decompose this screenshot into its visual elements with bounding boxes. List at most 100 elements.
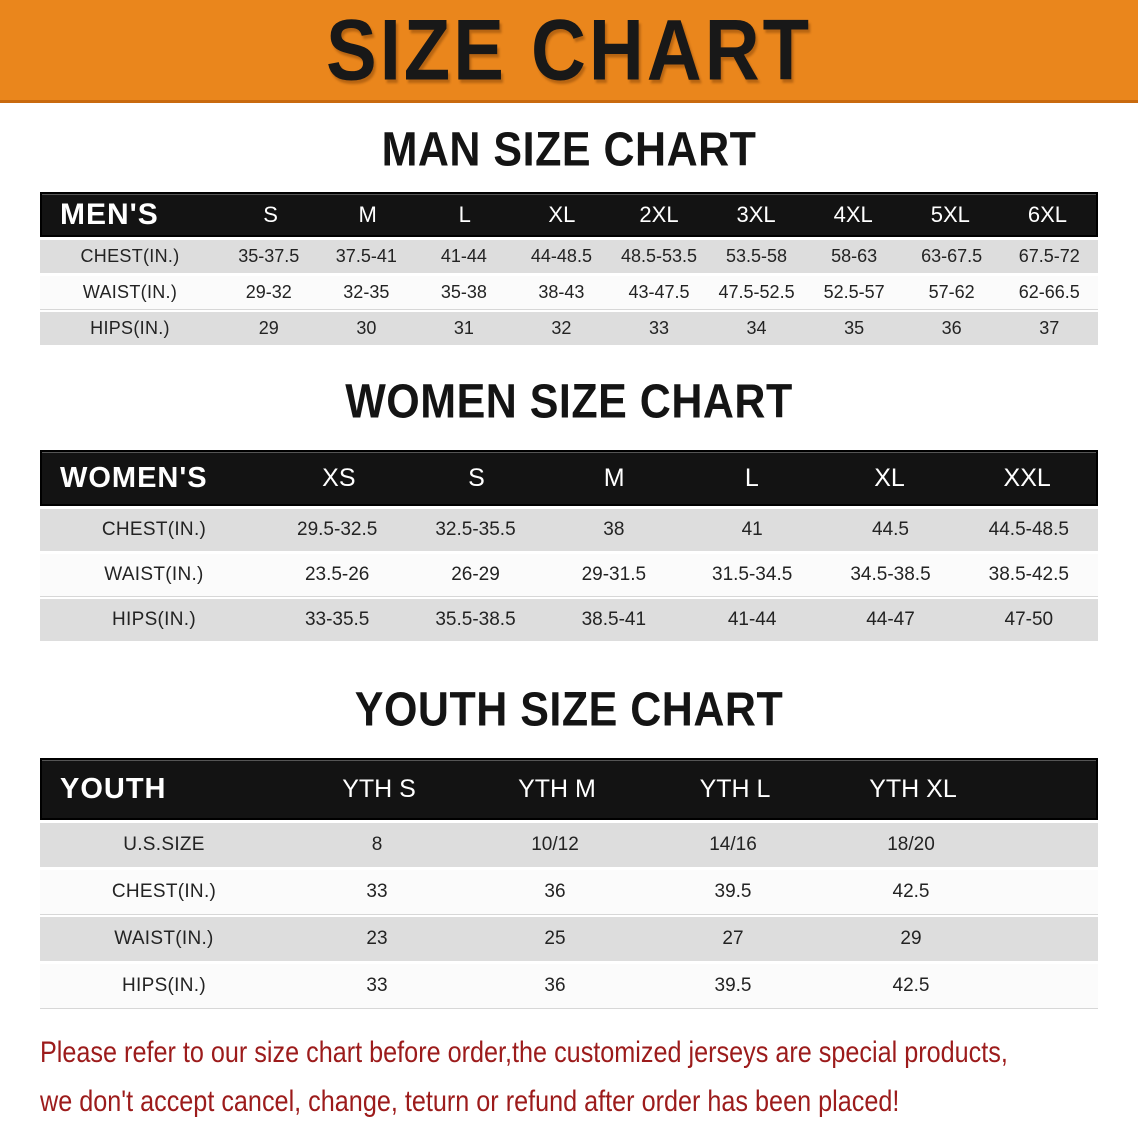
size-value: 18/20: [887, 834, 935, 855]
size-value: 30: [356, 318, 377, 338]
size-value: 41-44: [440, 246, 487, 266]
size-value: 39.5: [714, 975, 752, 996]
men-size-column-header: 4XL: [833, 201, 873, 227]
size-value: 32.5-35.5: [435, 519, 516, 540]
youth-size-column-header: YTH S: [342, 774, 416, 803]
size-value: 44-47: [866, 609, 915, 630]
size-value: 23.5-26: [304, 564, 370, 585]
disclaimer-text: Please refer to our size chart before or…: [40, 1028, 1008, 1126]
men-size-column-header: 6XL: [1027, 201, 1068, 227]
youth-size-table: YOUTH YTH S YTH M YTH L YTH XL U.S.SIZE 8 10/12…: [40, 758, 1098, 1008]
women-table-row-hips-in: HIPS(IN.) 33-35.5 35.5-38.5 38.5-41 41-44 44-…: [40, 599, 1098, 641]
size-value: 34.5-38.5: [850, 564, 931, 585]
women-size-chart-title: WOMEN SIZE CHART: [345, 375, 793, 429]
disclaimer-line-1: Please refer to our size chart before or…: [40, 1036, 1008, 1069]
size-value: 67.5-72: [1018, 246, 1080, 266]
row-label: WAIST(IN.): [104, 564, 204, 585]
youth-table-row-waist-in: WAIST(IN.) 23 25 27 29: [40, 917, 1098, 961]
size-value: 23: [366, 928, 388, 949]
women-table-header-row: WOMEN'S XS S M L XL XXL: [40, 450, 1098, 506]
size-value: 52.5-57: [823, 282, 885, 302]
size-value: 44.5: [872, 519, 909, 540]
size-value: 14/16: [709, 834, 757, 855]
men-size-column-header: 3XL: [736, 201, 776, 227]
row-label: HIPS(IN.): [122, 975, 206, 996]
row-label: HIPS(IN.): [112, 609, 196, 630]
size-value: 34: [746, 318, 767, 338]
women-size-column-header: L: [744, 463, 759, 492]
men-size-column-header: M: [358, 201, 377, 227]
women-size-column-header: M: [603, 463, 625, 492]
size-value: 38.5-41: [581, 609, 647, 630]
size-value: 32: [551, 318, 572, 338]
size-value: 62-66.5: [1018, 282, 1080, 302]
size-value: 53.5-58: [726, 246, 788, 266]
size-value: 58-63: [831, 246, 878, 266]
size-value: 39.5: [714, 881, 752, 902]
size-value: 32-35: [343, 282, 390, 302]
youth-table-corner-label: YOUTH: [60, 772, 167, 805]
youth-size-column-header: YTH M: [518, 774, 596, 803]
row-label: HIPS(IN.): [90, 318, 170, 338]
size-value: 25: [544, 928, 566, 949]
men-table-corner-label: MEN'S: [60, 197, 159, 231]
youth-table-row-hips-in: HIPS(IN.) 33 36 39.5 42.5: [40, 964, 1098, 1008]
men-table-row-hips-in: HIPS(IN.) 29 30 31 32 33 34 35 36 37: [40, 312, 1098, 345]
youth-table-header-row: YOUTH YTH S YTH M YTH L YTH XL: [40, 758, 1098, 820]
size-value: 27: [722, 928, 744, 949]
size-value: 36: [544, 975, 566, 996]
men-size-column-header: S: [263, 201, 278, 227]
size-value: 43-47.5: [628, 282, 690, 302]
youth-table-row-chest-in: CHEST(IN.) 33 36 39.5 42.5: [40, 870, 1098, 914]
size-value: 37.5-41: [335, 246, 397, 266]
size-value: 33: [366, 881, 388, 902]
womens-size-table: WOMEN'S XS S M L XL XXL CHEST(IN.) 29.5-32.5 32.5…: [40, 450, 1098, 641]
women-size-column-header: XL: [874, 463, 905, 492]
size-value: 29-32: [245, 282, 292, 302]
size-value: 37: [1039, 318, 1060, 338]
youth-size-column-header: YTH XL: [869, 774, 957, 803]
size-value: 44-48.5: [530, 246, 592, 266]
size-chart-banner: SIZE CHART: [0, 0, 1138, 103]
size-value: 57-62: [928, 282, 975, 302]
size-value: 10/12: [531, 834, 579, 855]
size-value: 38.5-42.5: [988, 564, 1069, 585]
women-table-row-chest-in: CHEST(IN.) 29.5-32.5 32.5-35.5 38 41 44.5 44.5…: [40, 509, 1098, 551]
size-value: 48.5-53.5: [620, 246, 698, 266]
men-table-row-chest-in: CHEST(IN.) 35-37.5 37.5-41 41-44 44-48.5 48.5…: [40, 240, 1098, 273]
women-size-column-header: S: [468, 463, 485, 492]
size-value: 26-29: [451, 564, 500, 585]
women-table-row-waist-in: WAIST(IN.) 23.5-26 26-29 29-31.5 31.5-34.5 34…: [40, 554, 1098, 596]
youth-size-chart-title: YOUTH SIZE CHART: [354, 683, 784, 737]
row-label: WAIST(IN.): [114, 928, 214, 949]
size-value: 41: [741, 519, 763, 540]
mens-size-table: MEN'S S M L XL 2XL 3XL 4XL 5XL 6XL CHEST(IN.) 35-37…: [40, 192, 1098, 345]
size-value: 36: [544, 881, 566, 902]
size-value: 41-44: [727, 609, 777, 630]
size-value: 35-37.5: [238, 246, 300, 266]
banner-title: SIZE CHART: [326, 1, 812, 99]
size-value: 42.5: [892, 975, 930, 996]
men-size-column-header: 2XL: [639, 201, 679, 227]
size-value: 33: [366, 975, 388, 996]
size-value: 31: [453, 318, 474, 338]
size-value: 42.5: [892, 881, 930, 902]
size-value: 8: [371, 834, 383, 855]
size-value: 29-31.5: [581, 564, 647, 585]
size-value: 35-38: [440, 282, 487, 302]
size-value: 29: [258, 318, 279, 338]
row-label: CHEST(IN.): [101, 519, 207, 540]
size-value: 38-43: [538, 282, 585, 302]
women-table-corner-label: WOMEN'S: [60, 461, 208, 494]
size-value: 35: [844, 318, 865, 338]
men-table-row-waist-in: WAIST(IN.) 29-32 32-35 35-38 38-43 43-47.5 47.…: [40, 276, 1098, 309]
men-table-header-row: MEN'S S M L XL 2XL 3XL 4XL 5XL 6XL: [40, 192, 1098, 237]
size-value: 63-67.5: [921, 246, 983, 266]
women-size-column-header: XXL: [1003, 463, 1051, 492]
size-value: 33: [648, 318, 669, 338]
row-label: CHEST(IN.): [80, 246, 180, 266]
man-size-chart-title: MAN SIZE CHART: [381, 123, 757, 177]
size-value: 44.5-48.5: [988, 519, 1069, 540]
row-label: WAIST(IN.): [82, 282, 178, 302]
row-label: U.S.SIZE: [123, 834, 205, 855]
